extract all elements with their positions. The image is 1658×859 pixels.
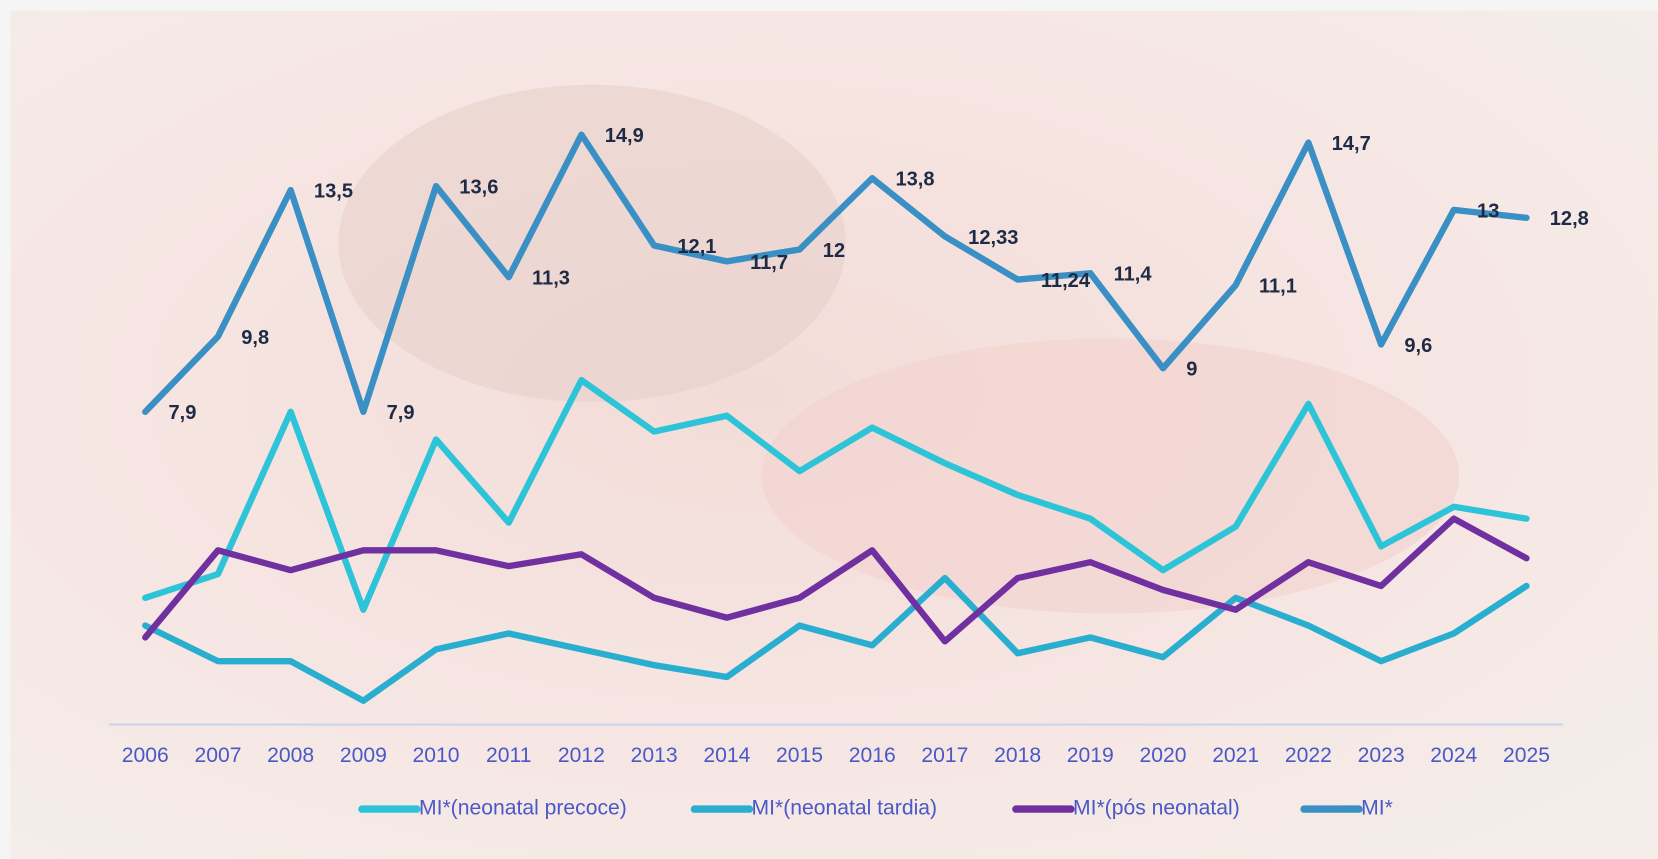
data-label: 11,1 bbox=[1259, 276, 1297, 298]
data-label: 11,7 bbox=[750, 252, 788, 274]
x-tick-label: 2015 bbox=[776, 744, 823, 767]
x-tick-label: 2012 bbox=[558, 744, 605, 767]
x-tick-label: 2013 bbox=[631, 744, 678, 767]
legend-label: MI* bbox=[1361, 797, 1393, 820]
x-tick-label: 2010 bbox=[413, 744, 460, 767]
x-tick-label: 2023 bbox=[1358, 744, 1405, 767]
data-label: 13,5 bbox=[314, 181, 353, 203]
data-label: 11,4 bbox=[1114, 264, 1153, 286]
data-label: 7,9 bbox=[387, 402, 415, 424]
x-tick-label: 2018 bbox=[994, 744, 1041, 767]
x-tick-label: 2019 bbox=[1067, 744, 1114, 767]
data-label: 12,33 bbox=[968, 227, 1018, 249]
data-label: 13,8 bbox=[895, 169, 934, 191]
x-tick-label: 2025 bbox=[1503, 744, 1550, 767]
x-tick-label: 2006 bbox=[122, 744, 169, 767]
x-tick-label: 2014 bbox=[703, 744, 750, 767]
data-label: 11,24 bbox=[1041, 270, 1091, 292]
data-label: 12,1 bbox=[677, 236, 716, 258]
x-tick-label: 2017 bbox=[921, 744, 968, 767]
legend-label: MI*(neonatal tardia) bbox=[752, 797, 938, 820]
legend-label: MI*(neonatal precoce) bbox=[419, 797, 627, 820]
data-label: 11,3 bbox=[532, 268, 570, 290]
x-tick-label: 2022 bbox=[1285, 744, 1332, 767]
data-label: 12 bbox=[823, 240, 845, 262]
data-label: 13,6 bbox=[459, 177, 498, 199]
data-label: 12,8 bbox=[1550, 208, 1589, 230]
x-tick-label: 2016 bbox=[849, 744, 896, 767]
x-tick-label: 2008 bbox=[267, 744, 314, 767]
x-tick-label: 2024 bbox=[1430, 744, 1477, 767]
data-label: 7,9 bbox=[169, 402, 197, 424]
legend-label: MI*(pós neonatal) bbox=[1073, 797, 1240, 820]
x-tick-label: 2009 bbox=[340, 744, 387, 767]
data-label: 9 bbox=[1186, 359, 1197, 381]
x-tick-label: 2007 bbox=[194, 744, 241, 767]
data-label: 9,6 bbox=[1404, 335, 1432, 357]
x-tick-label: 2020 bbox=[1140, 744, 1187, 767]
data-label: 13 bbox=[1477, 200, 1499, 222]
data-label: 14,9 bbox=[605, 125, 644, 147]
x-tick-label: 2011 bbox=[486, 744, 531, 767]
data-label: 14,7 bbox=[1332, 133, 1371, 155]
chart: 2006 2007 2008 2009 2010 2011 2012 2013 2014 2015… bbox=[0, 0, 1658, 859]
data-label: 9,8 bbox=[241, 327, 269, 349]
x-tick-label: 2021 bbox=[1212, 744, 1259, 767]
